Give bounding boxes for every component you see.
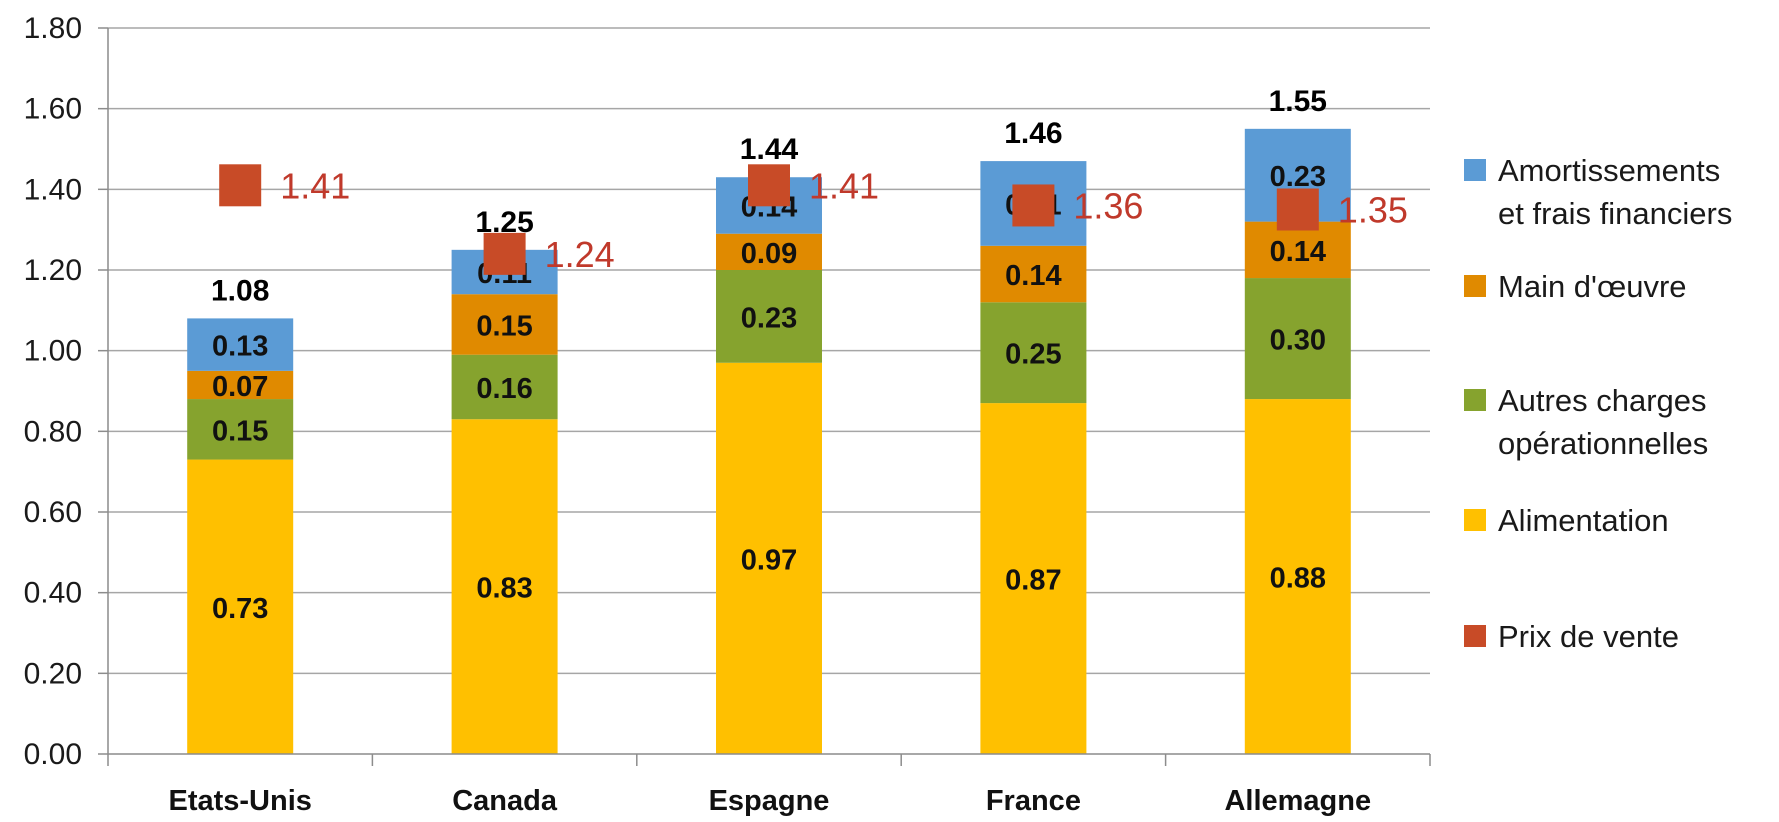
segment-value-label: 0.23 <box>1270 161 1326 193</box>
bar-segment <box>980 245 1087 303</box>
y-tick-label: 0.40 <box>24 577 82 610</box>
bar-segment <box>716 362 822 754</box>
y-tick-label: 1.80 <box>24 12 82 45</box>
price-marker <box>748 164 790 207</box>
y-tick-label: 0.80 <box>24 415 82 448</box>
legend-label: Prix de vente <box>1498 619 1679 654</box>
bar-segment <box>187 370 294 400</box>
bar-segment <box>980 403 1087 754</box>
y-tick-label: 1.00 <box>24 335 82 368</box>
segment-value-label: 0.15 <box>476 310 532 342</box>
bar-segment <box>980 302 1087 404</box>
legend-label: Amortissements <box>1498 153 1720 188</box>
x-category-label: Allemagne <box>1224 785 1371 817</box>
bar-segment <box>187 399 294 460</box>
y-axis: 0.00 0.20 0.40 0.60 0.80 1.00 1.20 1.40 1.60 1.80 <box>24 12 109 771</box>
legend-swatch <box>1464 509 1486 531</box>
segment-value-label: 0.09 <box>741 238 797 270</box>
price-markers: 1.41 1.24 1.41 1.36 1.35 <box>219 164 1408 275</box>
bar-segment <box>187 459 294 754</box>
total-value-label: 1.55 <box>1269 85 1327 118</box>
segment-value-label: 0.73 <box>212 593 268 625</box>
legend-label: Main d'œuvre <box>1498 269 1687 304</box>
x-axis: Etats-Unis Canada Espagne France Allemagne <box>107 753 1431 817</box>
legend-swatch <box>1464 625 1486 647</box>
bar-segment <box>1244 399 1351 754</box>
segment-value-label: 0.14 <box>1005 260 1061 292</box>
legend-swatch <box>1464 275 1486 297</box>
price-value-label: 1.35 <box>1338 190 1408 231</box>
legend-swatch <box>1464 389 1486 411</box>
segment-value-label: 0.87 <box>1005 565 1061 597</box>
x-category-label: Espagne <box>709 785 830 817</box>
legend-label: Autres charges <box>1498 383 1707 418</box>
bar-segment <box>1244 221 1351 279</box>
segment-value-label: 0.83 <box>476 573 532 605</box>
bar-segment <box>187 318 294 371</box>
bar-segment <box>451 294 558 355</box>
price-value-label: 1.41 <box>280 165 350 206</box>
bar-segment <box>716 233 822 270</box>
legend-label: Alimentation <box>1498 503 1669 538</box>
segment-value-label: 0.07 <box>212 371 268 403</box>
total-value-label: 1.46 <box>1004 117 1062 150</box>
legend-swatch <box>1464 159 1486 181</box>
x-category-label: Etats-Unis <box>168 785 311 817</box>
y-tick-label: 0.20 <box>24 657 82 690</box>
segment-value-label: 0.97 <box>741 544 797 576</box>
x-category-label: Canada <box>452 785 558 817</box>
y-tick-label: 1.20 <box>24 254 82 287</box>
x-category-label: France <box>986 785 1081 817</box>
legend-label: et frais financiers <box>1498 196 1732 231</box>
legend-label: opérationnelles <box>1498 426 1708 461</box>
segment-value-label: 0.23 <box>741 302 797 334</box>
bar-segment <box>451 419 558 754</box>
segment-value-label: 0.25 <box>1005 339 1061 371</box>
price-marker <box>219 164 262 207</box>
y-tick-label: 0.60 <box>24 496 82 529</box>
segment-value-label: 0.16 <box>476 373 532 405</box>
y-tick-label: 1.40 <box>24 173 82 206</box>
segment-value-label: 0.14 <box>1270 236 1326 268</box>
price-marker <box>1276 188 1319 231</box>
bar-segment <box>716 270 822 363</box>
segment-value-label: 0.13 <box>212 331 268 363</box>
y-tick-label: 0.00 <box>24 738 82 771</box>
segment-value-label: 0.88 <box>1270 563 1326 595</box>
bar-segment <box>451 354 558 420</box>
price-marker <box>483 232 526 275</box>
price-value-label: 1.36 <box>1073 185 1143 226</box>
segment-value-label: 0.15 <box>212 415 268 447</box>
bar-segment <box>1244 278 1351 400</box>
segment-value-label: 0.30 <box>1270 325 1326 357</box>
total-value-label: 1.44 <box>740 133 799 166</box>
price-value-label: 1.24 <box>545 234 615 275</box>
price-marker <box>1012 184 1055 227</box>
y-tick-label: 1.60 <box>24 93 82 126</box>
total-value-label: 1.08 <box>211 274 269 307</box>
legend: Amortissements et frais financiers Main d'… <box>1464 153 1732 654</box>
price-value-label: 1.41 <box>809 165 879 206</box>
